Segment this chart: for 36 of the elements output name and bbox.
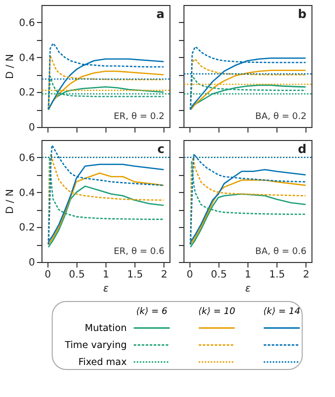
annotation: c (157, 142, 164, 156)
x-axis-title: ε (103, 284, 110, 294)
x-tick-label: 0 (186, 270, 193, 280)
category-label: ⟨k⟩ = 6 (136, 307, 168, 317)
y-tick-label: 0.6 (19, 18, 35, 29)
category-label: Time varying (64, 340, 127, 351)
annotation: d (298, 142, 306, 156)
x-tick-label: 1 (244, 270, 252, 280)
annotation: a (156, 7, 164, 21)
y-tick-label: 0 (28, 122, 35, 134)
annotation: b (298, 7, 307, 21)
y-tick-label: 0.4 (19, 188, 35, 199)
y-tick-label: 0.6 (19, 152, 35, 164)
y-axis-title: D / N (5, 54, 16, 79)
x-tick-label: 2 (160, 270, 168, 280)
y-tick-label: 0 (28, 258, 35, 268)
x-tick-label: 0.5 (68, 270, 85, 280)
annotation: BA, θ = 0.6 (255, 247, 307, 257)
y-tick-label: 0.2 (19, 88, 35, 99)
x-tick-label: 0 (44, 270, 51, 280)
x-axis-title: ε (245, 284, 252, 294)
x-tick-label: 1.5 (269, 270, 285, 280)
annotation: BA, θ = 0.2 (255, 112, 306, 122)
annotation: ER, θ = 0.2 (114, 112, 164, 122)
x-tick-label: 2 (302, 270, 310, 280)
category-label: Fixed max (78, 357, 127, 368)
category-label: Mutation (84, 323, 127, 334)
y-axis-title: D / N (5, 189, 16, 214)
category-label: ⟨k⟩ = 14 (263, 307, 300, 317)
y-tick-label: 0.2 (19, 222, 35, 234)
category-label: ⟨k⟩ = 10 (198, 307, 236, 317)
x-tick-label: 1 (102, 270, 110, 280)
x-tick-label: 0.5 (210, 270, 227, 280)
y-tick-label: 0.4 (19, 52, 35, 64)
x-tick-label: 1.5 (127, 270, 143, 280)
annotation: ER, θ = 0.6 (114, 247, 165, 257)
